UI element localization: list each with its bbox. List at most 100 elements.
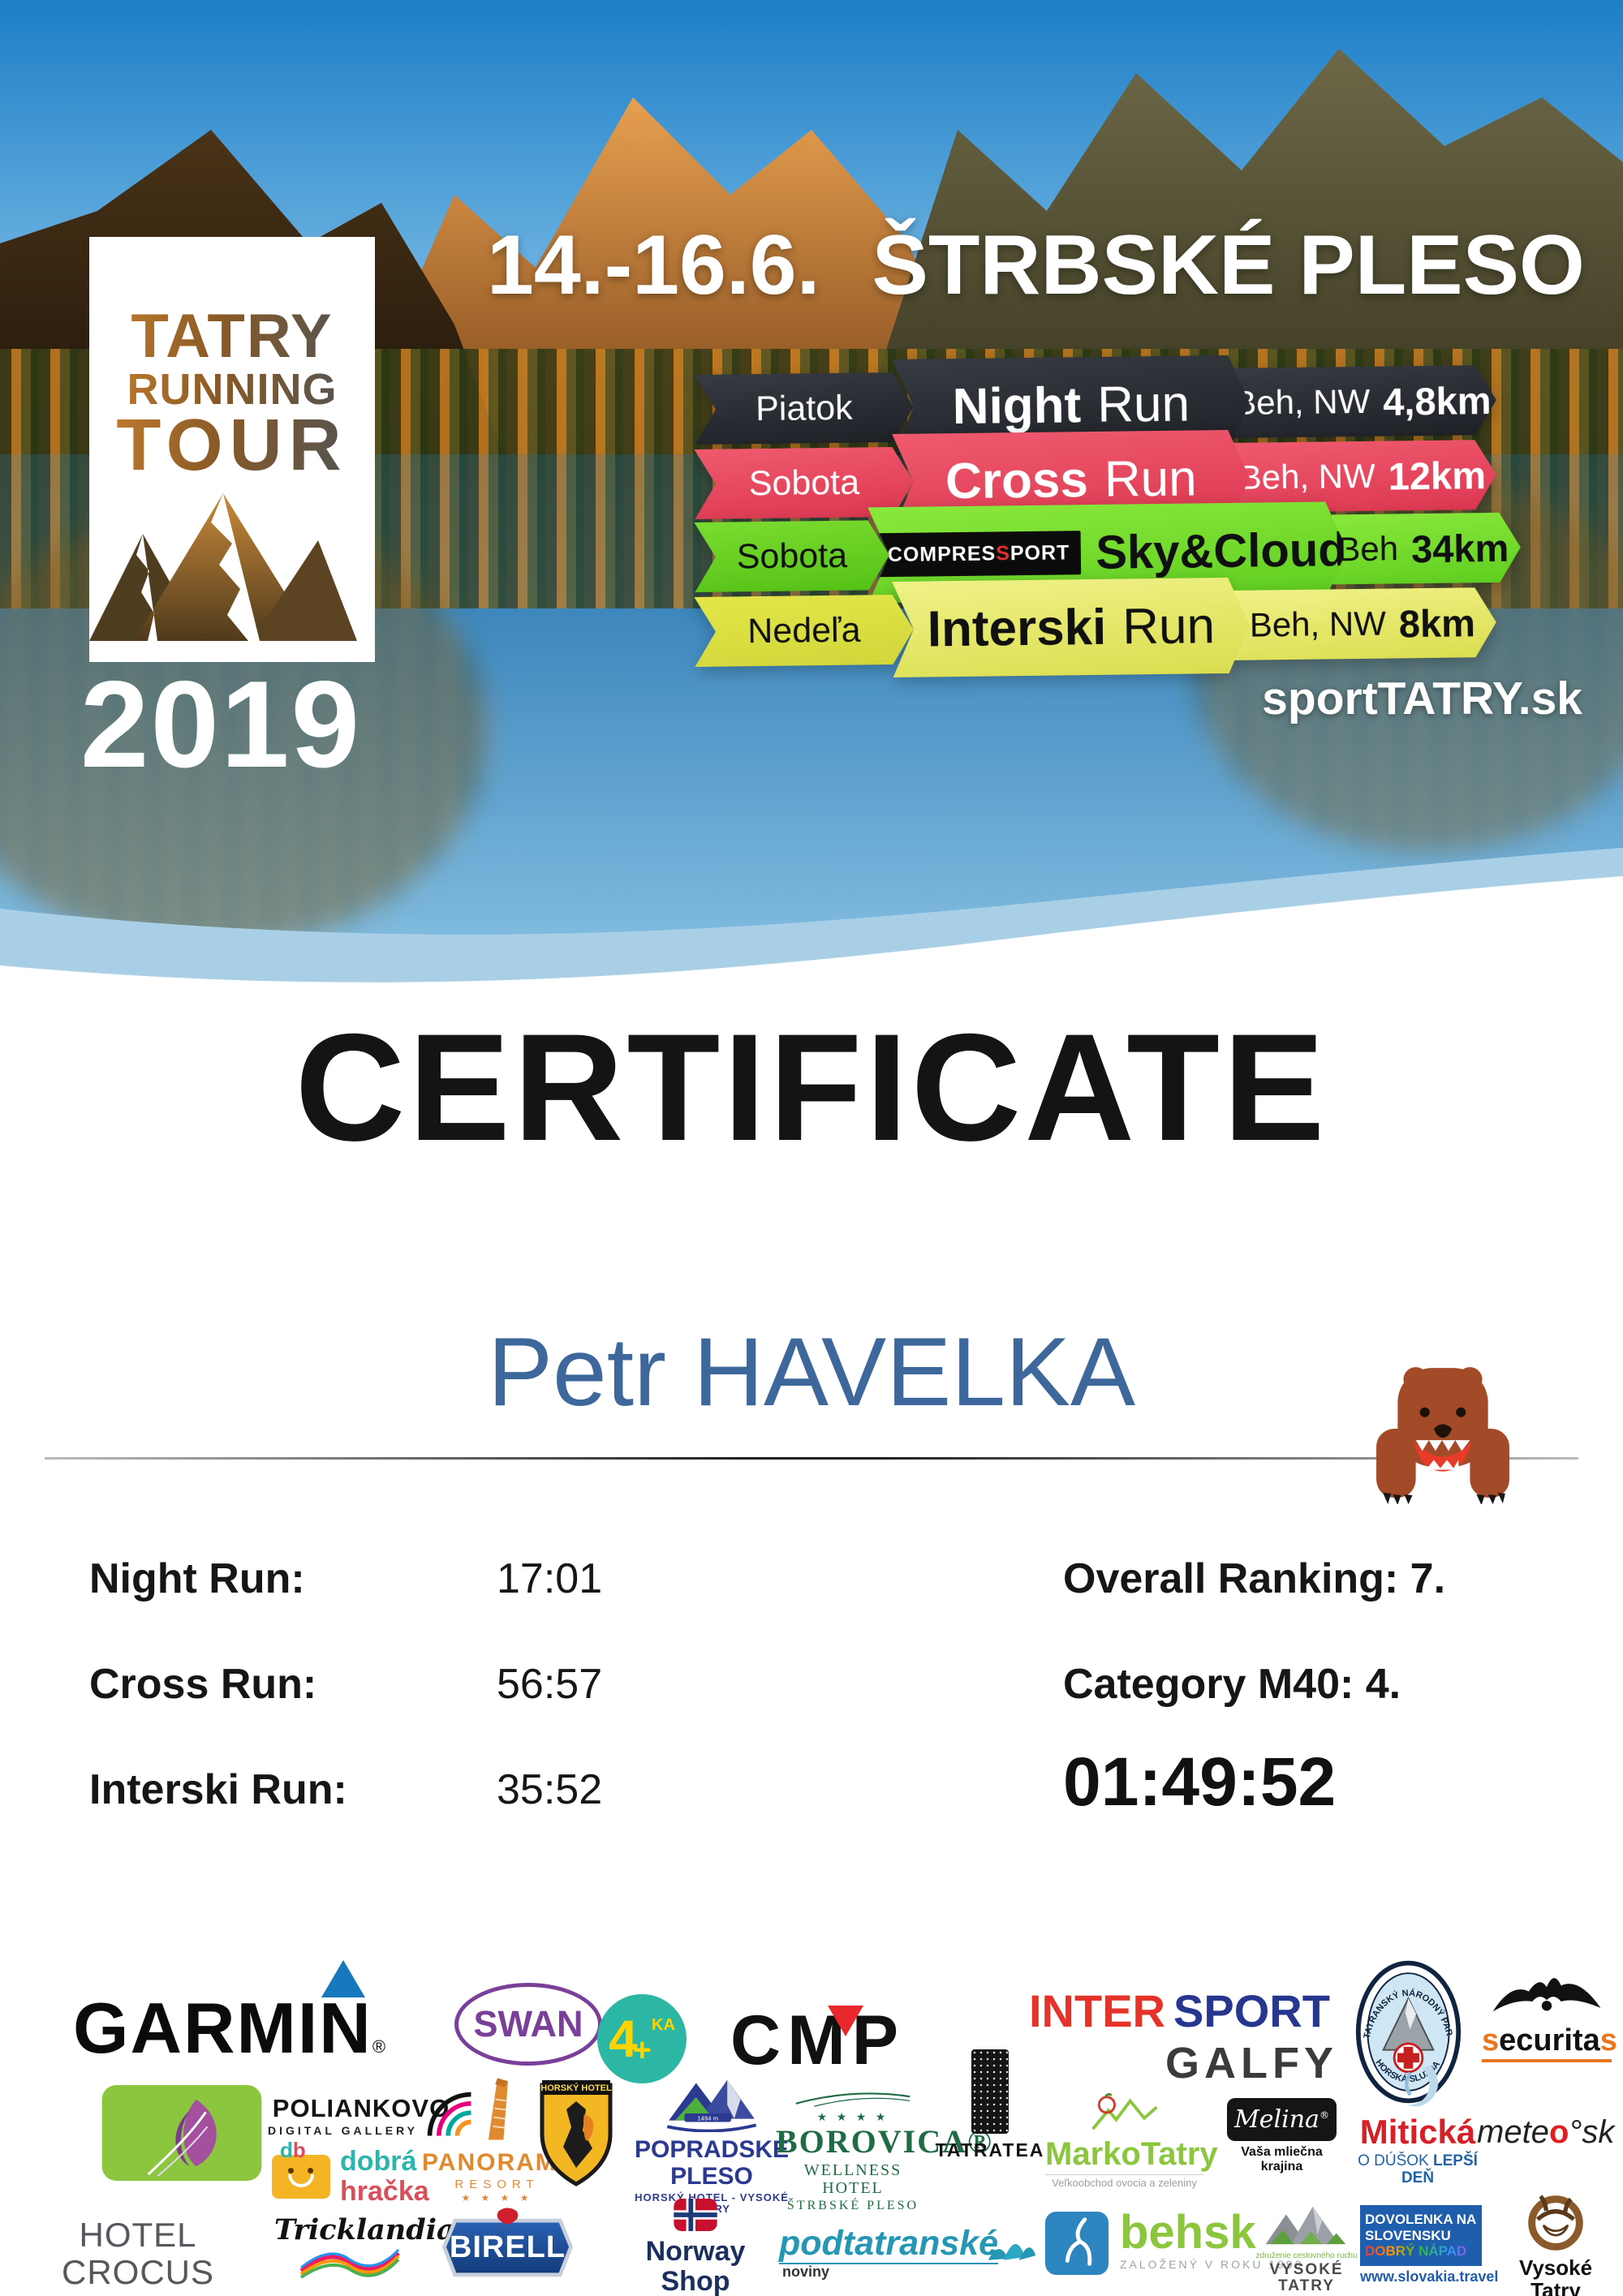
sponsor-melina: Melina® Vaša mliečna krajina bbox=[1227, 2098, 1337, 2173]
tricklandia-name: Tricklandia bbox=[274, 2213, 455, 2247]
garmin-wordmark: GARMIN bbox=[73, 1988, 372, 2068]
cs-part2: PORT bbox=[1010, 540, 1070, 565]
tatratea-name: TATRATEA bbox=[935, 2139, 1045, 2161]
race-km: 12km bbox=[1388, 453, 1487, 498]
popradske-name: POPRADSKÉ PLESO bbox=[634, 2135, 790, 2190]
sponsor-tatratea: TATRATEA bbox=[933, 2049, 1047, 2161]
sponsor-horsky-hotel-sliezsky-dom: HORSKÝ HOTEL bbox=[536, 2074, 617, 2191]
behsk-sub: ZALOŽENÝ V ROKU 1999 bbox=[1120, 2258, 1304, 2272]
borovica-name: BOROVICA® bbox=[776, 2122, 993, 2160]
event-title: 14.-16.6. ŠTRBSKÉ PLESO bbox=[487, 217, 1615, 314]
logo-word-tour: TOUR bbox=[89, 409, 375, 482]
total-time: 01:49:52 bbox=[1063, 1743, 1337, 1820]
dobra-line1: dobrá bbox=[340, 2146, 417, 2177]
miticka-sub2: LEPŠÍ DEŇ bbox=[1401, 2152, 1478, 2186]
sponsor-securitas: securitas bbox=[1482, 1970, 1617, 2063]
race-day: Piatok bbox=[694, 372, 914, 445]
race-name-bold: Cross bbox=[945, 451, 1089, 510]
dovolenka-line2: SLOVENSKU bbox=[1365, 2227, 1451, 2243]
sponsor-hotel-crocus-icon bbox=[101, 2085, 263, 2185]
sponsor-vysoke-tatry-zdruzenie: združenie cestovného ruchu VYSOKÉ TATRY … bbox=[1250, 2200, 1363, 2296]
race-distance: Beh, NW 12km bbox=[1228, 440, 1496, 513]
cmp-wordmark: CMP bbox=[730, 2001, 906, 2079]
panorama-tower-icon bbox=[488, 2078, 508, 2140]
dovolenka-line1: DOVOLENKA NA bbox=[1365, 2212, 1477, 2227]
borovica-sub1: WELLNESS HOTEL bbox=[803, 2161, 902, 2197]
meteo-red-o: o bbox=[1548, 2114, 1569, 2150]
race-km: 4,8km bbox=[1382, 378, 1492, 424]
miticka-sub: O DÚŠOK LEPŠÍ DEŇ bbox=[1354, 2152, 1482, 2187]
melina-name: Melina bbox=[1234, 2105, 1319, 2134]
toy-eye-left bbox=[288, 2168, 294, 2174]
bear-mascot-icon bbox=[1373, 1353, 1513, 1506]
crocus-stars: ★ ★ ★ ★ bbox=[0, 2294, 276, 2296]
melina-sub: Vaša mliečna krajina bbox=[1241, 2145, 1323, 2173]
sponsor-meteo-sk: meteo°sk bbox=[1477, 2114, 1619, 2150]
dobra-hracka-db: db bbox=[280, 2139, 306, 2162]
sponsor-galfy: GALFY bbox=[1165, 2038, 1338, 2087]
sponsor-tanap-horska-sluzba: TATRANSKÝ NÁRODNÝ PARK HORSKÁ SLUŽBA bbox=[1350, 1950, 1463, 2111]
borovica-swoosh-icon bbox=[795, 2092, 911, 2107]
borovica-sub2: ŠTRBSKÉ PLESO bbox=[786, 2198, 919, 2212]
norway-name: Norway Shop bbox=[645, 2235, 746, 2296]
race-distance: Beh 34km bbox=[1325, 513, 1521, 585]
securitas-underline bbox=[1482, 2059, 1612, 2063]
miticka-sub1: O DÚŠOK bbox=[1358, 2152, 1433, 2169]
meteo-part3: °sk bbox=[1569, 2114, 1615, 2150]
logo-word-tatry: TATRY bbox=[89, 306, 375, 368]
split-time-night: 17:01 bbox=[497, 1555, 603, 1602]
poliankovo-name: POLIANKOVO bbox=[272, 2094, 450, 2122]
sponsor-norway-shop: Norway Shop SPORT&FASHION E-SHOP bbox=[618, 2199, 773, 2296]
sponsor-marko-tatry: MarkoTatry Veľkoobchod ovocia a zeleniny bbox=[1045, 2092, 1218, 2189]
fourka-sup: KA bbox=[652, 2016, 675, 2034]
podtatranske-wave-icon bbox=[988, 2243, 1036, 2260]
marko-name: MarkoTatry bbox=[1045, 2135, 1218, 2172]
race-day: Sobota bbox=[694, 520, 889, 592]
melina-box: Melina® bbox=[1227, 2098, 1337, 2141]
split-time-cross: 56:57 bbox=[497, 1661, 603, 1708]
overall-ranking: Overall Ranking: 7. bbox=[1063, 1555, 1446, 1602]
norway-flag-icon bbox=[674, 2199, 717, 2231]
podtatranske-sub: noviny bbox=[782, 2264, 830, 2281]
popradske-altitude: 1494 m bbox=[697, 2115, 718, 2122]
split-label-night: Night Run: bbox=[89, 1555, 305, 1602]
event-location: ŠTRBSKÉ PLESO bbox=[872, 218, 1585, 312]
marko-apple-mountain-icon bbox=[1091, 2092, 1158, 2130]
sponsor-dovolenka-na-slovensku: DOVOLENKA NA SLOVENSKU DOBRÝ NÁPAD www.s… bbox=[1360, 2205, 1498, 2285]
category-ranking: Category M40: 4. bbox=[1063, 1661, 1401, 1708]
race-name-bold: Interski bbox=[927, 599, 1107, 657]
certificate-heading: CERTIFICATE bbox=[295, 1002, 1328, 1172]
race-name-bold: Sky&Clouds bbox=[1095, 522, 1374, 579]
event-date: 14.-16.6. bbox=[487, 218, 820, 312]
sec-s1: s bbox=[1482, 2023, 1500, 2057]
securitas-wordmark: securitas bbox=[1482, 2023, 1617, 2058]
event-website: sportTATRY.sk bbox=[1262, 673, 1582, 724]
race-name-light: Run bbox=[1121, 597, 1216, 656]
sponsor-birell: BIRELL bbox=[437, 2207, 579, 2288]
cs-part1: COMPRES bbox=[887, 541, 997, 566]
db-b: b bbox=[292, 2138, 306, 2163]
panorama-stars: ★ ★ ★ ★ bbox=[461, 2192, 533, 2204]
panorama-sub: RESORT bbox=[454, 2177, 540, 2191]
securitas-eagle-icon bbox=[1492, 1978, 1601, 2012]
dobra-hracka-box-icon: db bbox=[272, 2139, 330, 2199]
race-name-bold: Night bbox=[952, 376, 1082, 435]
race-meta: Beh, NW bbox=[1238, 456, 1376, 497]
sec-s2: s bbox=[1599, 2023, 1617, 2057]
split-label-cross: Cross Run: bbox=[89, 1661, 317, 1708]
garmin-reg: ® bbox=[372, 2036, 386, 2057]
split-label-interski: Interski Run: bbox=[89, 1766, 347, 1813]
fourka-plus-glyph: + bbox=[632, 2032, 652, 2068]
race-name: Interski Run bbox=[892, 578, 1250, 677]
miticka-name: Mitická bbox=[1359, 2112, 1476, 2151]
name-divider-line bbox=[45, 1457, 1578, 1460]
sponsor-borovica: ★ ★ ★ ★ BOROVICA® WELLNESS HOTEL ŠTRBSKÉ… bbox=[776, 2087, 993, 2213]
logo-word-running: RUNNING bbox=[89, 368, 375, 411]
marko-sub: Veľkoobchod ovocia a zeleniny bbox=[1045, 2173, 1203, 2189]
sponsor-swan: SWAN bbox=[454, 1983, 602, 2066]
sponsor-miticka: Mitická O DÚŠOK LEPŠÍ DEŇ bbox=[1354, 2062, 1482, 2187]
race-km: 34km bbox=[1410, 526, 1509, 570]
race-day-label: Nedeľa bbox=[747, 610, 861, 651]
athlete-name: Petr HAVELKA bbox=[487, 1318, 1136, 1426]
